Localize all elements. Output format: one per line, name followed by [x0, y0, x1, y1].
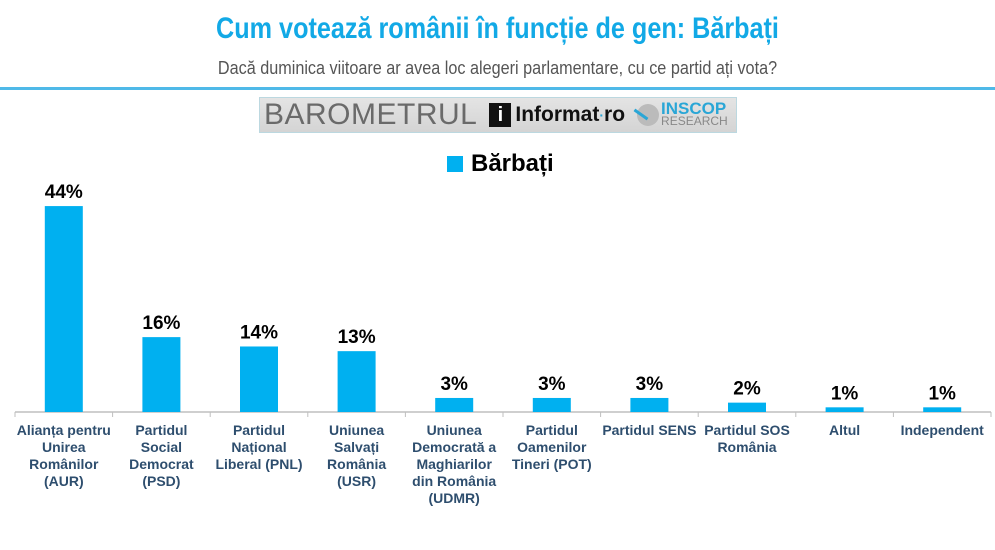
- bar: [142, 337, 181, 412]
- divider: [0, 87, 995, 90]
- data-label: 13%: [338, 327, 376, 348]
- category-label: Partidul Social Democrat (PSD): [129, 422, 194, 489]
- bar: [728, 402, 766, 412]
- inscop-text: INSCOP: [661, 99, 727, 118]
- bar: [44, 206, 83, 412]
- category-label: Independent: [900, 422, 984, 438]
- data-label: 1%: [831, 383, 859, 404]
- category-label: Partidul SENS: [602, 422, 697, 438]
- data-label: 3%: [440, 374, 468, 395]
- bar: [337, 351, 376, 412]
- category-label: Partidul SOS România: [704, 422, 790, 455]
- inscop-logo: INSCOP RESEARCH: [637, 99, 728, 128]
- category-label: Uniunea Salvați România (USR): [327, 422, 387, 489]
- data-label: 16%: [142, 313, 180, 334]
- legend-swatch: [447, 156, 463, 172]
- data-label: 2%: [733, 379, 761, 400]
- data-label: 3%: [538, 374, 566, 395]
- research-text: RESEARCH: [661, 114, 728, 128]
- logo-banner: BAROMETRUL i Informat · ro INSCOP RESEARCH: [259, 97, 737, 133]
- chart-subtitle: Dacă duminica viitoare ar avea loc alege…: [217, 58, 778, 78]
- bar: [630, 397, 669, 412]
- informat-dot: ·: [599, 107, 605, 123]
- barometrul-logo: BAROMETRUL: [264, 98, 478, 131]
- bar: [435, 397, 474, 412]
- bar: [532, 397, 571, 412]
- informat-text: Informat: [515, 103, 600, 126]
- data-label: 3%: [636, 374, 664, 395]
- category-label: Alianța pentru Unirea Românilor (AUR): [16, 422, 111, 489]
- data-label: 1%: [928, 383, 956, 404]
- info-icon: i: [489, 103, 512, 127]
- category-label: Partidul Oamenilor Tineri (POT): [511, 422, 592, 472]
- informat-logo: i Informat · ro: [489, 103, 625, 127]
- data-label: 44%: [45, 182, 83, 203]
- data-label: 14%: [240, 322, 278, 343]
- category-label: Partidul Național Liberal (PNL): [215, 422, 303, 472]
- bar: [825, 407, 864, 412]
- bar: [923, 407, 962, 412]
- bar: [240, 346, 278, 412]
- inscop-disc-icon: [637, 104, 660, 126]
- chart-title: Cum votează românii în funcție de gen: B…: [216, 12, 779, 45]
- informat-ro: ro: [604, 103, 626, 126]
- legend-label: Bărbați: [471, 150, 554, 177]
- legend: Bărbați: [447, 150, 554, 178]
- category-label: Uniunea Democrată a Maghiarilor din Româ…: [412, 422, 497, 506]
- category-label: Altul: [829, 422, 861, 438]
